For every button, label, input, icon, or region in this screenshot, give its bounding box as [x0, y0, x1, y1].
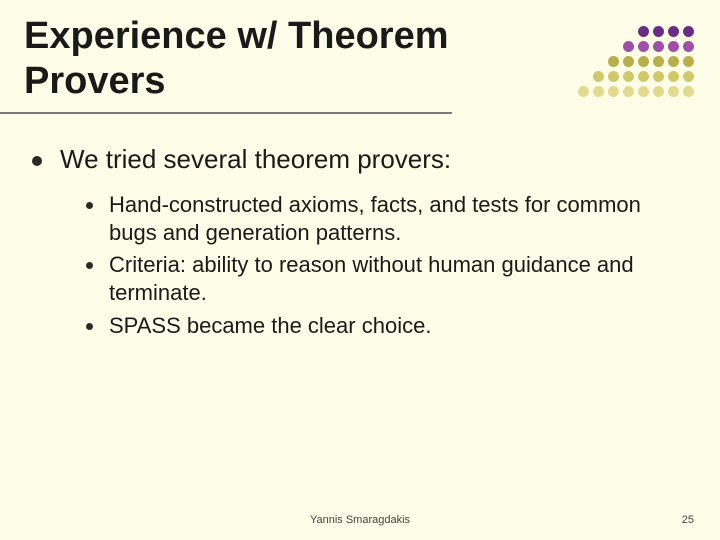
dot-icon — [638, 41, 649, 52]
dot-icon — [653, 41, 664, 52]
bullet-level2-group: Hand-constructed axioms, facts, and test… — [86, 191, 684, 340]
dot-icon — [668, 71, 679, 82]
bullet-icon — [32, 156, 42, 166]
dot-icon — [653, 56, 664, 67]
dot-icon — [668, 56, 679, 67]
title-underline — [0, 112, 452, 114]
bullet-level2: Hand-constructed axioms, facts, and test… — [86, 191, 684, 247]
dot-icon — [608, 56, 619, 67]
dot-icon — [653, 71, 664, 82]
dot-icon — [668, 86, 679, 97]
dot-icon — [608, 71, 619, 82]
dot-row — [574, 56, 694, 67]
dot-icon — [638, 56, 649, 67]
bullet-level2-text: Hand-constructed axioms, facts, and test… — [109, 191, 684, 247]
dot-icon — [683, 86, 694, 97]
dot-row — [574, 26, 694, 37]
bullet-level1-text: We tried several theorem provers: — [60, 144, 451, 175]
dot-icon — [593, 71, 604, 82]
dot-icon — [668, 41, 679, 52]
dot-icon — [623, 71, 634, 82]
dot-icon — [608, 86, 619, 97]
bullet-level1: We tried several theorem provers: — [32, 144, 684, 175]
slide-title: Experience w/ Theorem Provers — [24, 14, 520, 104]
dot-icon — [593, 86, 604, 97]
dot-icon — [668, 26, 679, 37]
dot-icon — [638, 26, 649, 37]
dot-icon — [653, 86, 664, 97]
dot-icon — [653, 26, 664, 37]
bullet-level2-text: SPASS became the clear choice. — [109, 312, 431, 340]
dot-icon — [683, 71, 694, 82]
bullet-icon — [86, 202, 93, 209]
bullet-icon — [86, 323, 93, 330]
dot-icon — [638, 86, 649, 97]
dot-icon — [683, 26, 694, 37]
dot-icon — [683, 41, 694, 52]
footer-author: Yannis Smaragdakis — [0, 514, 720, 526]
slide: Experience w/ Theorem Provers We tried s… — [0, 0, 720, 540]
dot-icon — [638, 71, 649, 82]
bullet-icon — [86, 262, 93, 269]
dot-icon — [578, 86, 589, 97]
slide-body: We tried several theorem provers: Hand-c… — [32, 144, 684, 344]
decorative-dot-grid — [574, 26, 694, 101]
dot-row — [574, 41, 694, 52]
footer-page-number: 25 — [682, 514, 694, 526]
dot-icon — [623, 56, 634, 67]
bullet-level2-text: Criteria: ability to reason without huma… — [109, 251, 684, 307]
bullet-level2: SPASS became the clear choice. — [86, 312, 684, 340]
dot-icon — [623, 86, 634, 97]
bullet-level2: Criteria: ability to reason without huma… — [86, 251, 684, 307]
dot-icon — [623, 41, 634, 52]
dot-icon — [683, 56, 694, 67]
dot-row — [574, 71, 694, 82]
dot-row — [574, 86, 694, 97]
